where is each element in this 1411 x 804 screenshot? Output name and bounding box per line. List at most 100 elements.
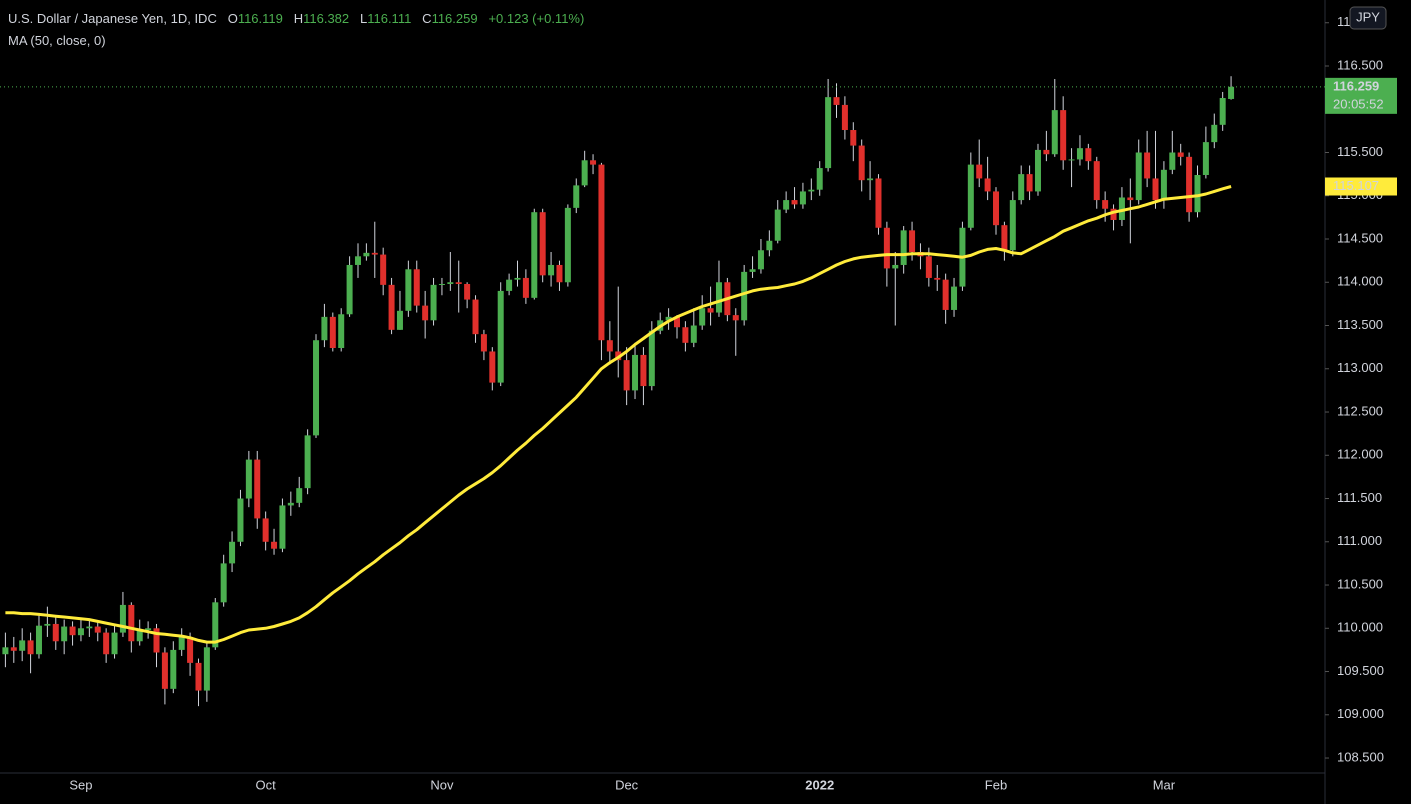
candle-body xyxy=(623,360,630,391)
low-value: 116.111 xyxy=(367,11,412,26)
ohlc-letter: L xyxy=(359,11,368,26)
legend: U.S. Dollar / Japanese Yen, 1D, IDC O116… xyxy=(8,8,584,52)
y-tick-label: 114.500 xyxy=(1337,230,1383,245)
candle-body xyxy=(573,185,580,208)
candle-body xyxy=(464,283,471,300)
candle-body xyxy=(304,435,311,489)
candle-body xyxy=(119,604,126,633)
candle-body xyxy=(548,264,555,276)
candle-body xyxy=(237,498,244,542)
candle-body xyxy=(984,178,991,192)
candle-body xyxy=(1228,86,1235,99)
y-tick-label: 113.500 xyxy=(1337,317,1383,332)
candle-body xyxy=(10,647,17,651)
countdown-label: 20:05:52 xyxy=(1333,96,1384,111)
candle-body xyxy=(951,286,958,310)
candle-body xyxy=(1009,200,1016,251)
candle-body xyxy=(850,130,857,146)
candle-body xyxy=(279,505,286,549)
x-tick-label: Dec xyxy=(615,777,639,792)
candle-body xyxy=(556,264,563,283)
candle-body xyxy=(825,97,832,169)
ohlc-letter: O xyxy=(227,11,238,26)
y-tick-label: 108.500 xyxy=(1337,749,1384,764)
ohlc-letter: C xyxy=(422,11,432,26)
candle-body xyxy=(900,230,907,265)
candle-body xyxy=(1068,159,1075,161)
candle-body xyxy=(338,314,345,349)
candle-body xyxy=(934,277,941,280)
candle-body xyxy=(245,459,252,499)
candle-body xyxy=(430,284,437,321)
candle-body xyxy=(564,207,571,283)
candle-body xyxy=(598,164,605,341)
candle-body xyxy=(380,254,387,285)
candle-body xyxy=(766,240,773,251)
x-tick-label: Nov xyxy=(430,777,454,792)
currency-label: JPY xyxy=(1356,9,1380,24)
candle-body xyxy=(581,160,588,186)
candle-body xyxy=(816,168,823,190)
candle-body xyxy=(1211,124,1218,143)
candle-body xyxy=(1177,152,1184,157)
candle-body xyxy=(674,316,680,328)
candle-body xyxy=(841,104,848,131)
candle-body xyxy=(1110,208,1117,220)
candle-body xyxy=(1026,174,1033,192)
candle-body xyxy=(363,252,370,257)
candle-body xyxy=(195,662,202,691)
candle-body xyxy=(1018,174,1025,201)
candle-body xyxy=(522,277,529,298)
candle-body xyxy=(993,191,1000,226)
candle-body xyxy=(808,189,815,192)
candle-body xyxy=(145,628,152,631)
candle-body xyxy=(833,97,840,105)
candle-body xyxy=(690,325,697,343)
candle-body xyxy=(19,640,26,651)
symbol-line: U.S. Dollar / Japanese Yen, 1D, IDC O116… xyxy=(8,8,584,30)
candle-body xyxy=(2,647,9,655)
y-tick-label: 114.000 xyxy=(1337,274,1383,289)
candle-body xyxy=(699,308,706,326)
candle-body xyxy=(531,212,538,298)
candle-body xyxy=(262,518,269,542)
candle-body xyxy=(27,640,34,655)
candle-body xyxy=(52,623,59,642)
change-value: +0.123 (+0.11%) xyxy=(488,11,585,26)
candle-body xyxy=(1219,98,1226,125)
candle-body xyxy=(422,305,429,321)
candle-body xyxy=(539,212,546,276)
candle-body xyxy=(396,310,403,330)
candle-body xyxy=(489,351,496,383)
candle-body xyxy=(271,541,278,549)
candle-body xyxy=(774,209,781,241)
candle-body xyxy=(967,164,974,228)
candle-body xyxy=(187,636,194,663)
candle-body xyxy=(1127,197,1134,201)
candle-body xyxy=(44,623,51,626)
y-tick-label: 113.000 xyxy=(1337,360,1383,375)
ma-name: MA (50, close, 0) xyxy=(8,33,106,48)
candle-body xyxy=(925,256,932,278)
ma-badge xyxy=(1325,177,1397,196)
candle-body xyxy=(757,250,764,270)
candle-body xyxy=(472,299,479,335)
candle-body xyxy=(287,502,294,506)
candle-body xyxy=(455,282,462,284)
candle-body xyxy=(203,647,210,691)
x-tick-label: Oct xyxy=(256,777,277,792)
candle-body xyxy=(128,604,135,642)
candle-body xyxy=(909,230,916,252)
candle-body xyxy=(229,541,236,564)
open-value: 116.119 xyxy=(237,11,283,26)
candle-body xyxy=(976,164,983,179)
candle-body xyxy=(648,330,655,387)
candle-body xyxy=(405,269,412,311)
candle-body xyxy=(858,145,865,181)
candle-body xyxy=(1152,178,1159,201)
candle-body xyxy=(506,279,513,291)
candle-body xyxy=(741,271,748,321)
y-tick-label: 112.500 xyxy=(1337,403,1383,418)
